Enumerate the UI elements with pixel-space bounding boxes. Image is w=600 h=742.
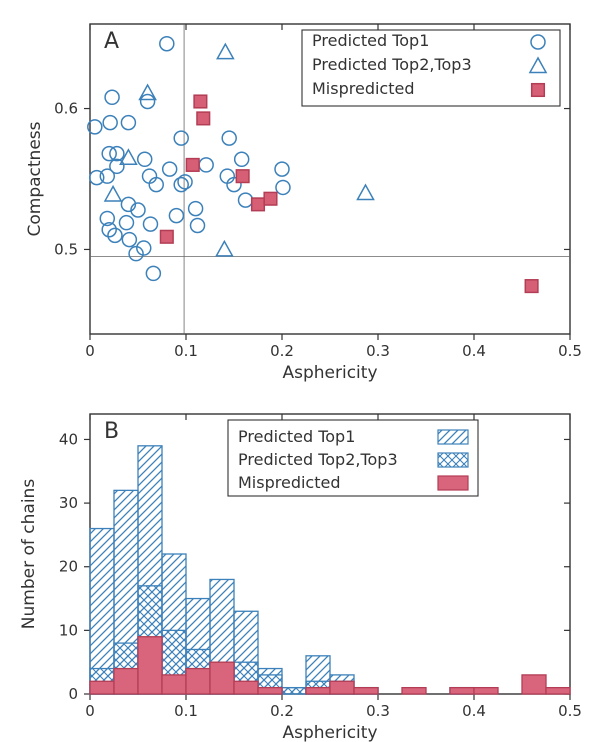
ytick-label: 0 bbox=[68, 685, 78, 703]
xtick-label: 0.5 bbox=[558, 702, 582, 720]
ytick-label: 30 bbox=[59, 494, 78, 512]
xtick-label: 0.4 bbox=[462, 702, 486, 720]
figure-container: 0 0.1 0.2 0.3 0.4 0.5 0.5 0.6 Asphericity Compact… bbox=[0, 0, 600, 742]
legend-label: Predicted Top2,Top3 bbox=[312, 55, 472, 74]
panel-b: 0 0.1 0.2 0.3 0.4 0.5 0 10 20 30 40 Asphericity Numb… bbox=[19, 414, 582, 742]
xtick-label: 0.3 bbox=[366, 342, 390, 360]
legend-label: Mispredicted bbox=[238, 473, 340, 492]
xtick-label: 0.4 bbox=[462, 342, 486, 360]
xtick-label: 0 bbox=[85, 342, 95, 360]
xtick-label: 0.5 bbox=[558, 342, 582, 360]
xlabel-a: Asphericity bbox=[282, 363, 377, 383]
xtick-label: 0 bbox=[85, 702, 95, 720]
ylabel-a: Compactness bbox=[25, 121, 45, 236]
figure-svg: 0 0.1 0.2 0.3 0.4 0.5 0.5 0.6 Asphericity Compact… bbox=[0, 0, 600, 742]
ytick-label: 20 bbox=[59, 558, 78, 576]
xtick-label: 0.3 bbox=[366, 702, 390, 720]
legend-label: Predicted Top2,Top3 bbox=[238, 450, 398, 469]
xtick-label: 0.1 bbox=[174, 342, 198, 360]
ytick-label: 0.5 bbox=[54, 240, 78, 258]
ytick-label: 10 bbox=[59, 621, 78, 639]
legend-label: Predicted Top1 bbox=[238, 427, 355, 446]
legend-label: Predicted Top1 bbox=[312, 31, 429, 50]
ylabel-b: Number of chains bbox=[19, 479, 39, 630]
xtick-label: 0.2 bbox=[270, 342, 294, 360]
xtick-label: 0.2 bbox=[270, 702, 294, 720]
panel-a-label: A bbox=[104, 29, 119, 54]
ytick-label: 40 bbox=[59, 430, 78, 448]
ytick-label: 0.6 bbox=[54, 100, 78, 118]
legend-label: Mispredicted bbox=[312, 79, 414, 98]
xtick-label: 0.1 bbox=[174, 702, 198, 720]
panel-b-label: B bbox=[104, 419, 119, 444]
xlabel-b: Asphericity bbox=[282, 723, 377, 742]
panel-a: 0 0.1 0.2 0.3 0.4 0.5 0.5 0.6 Asphericity Compact… bbox=[25, 24, 582, 383]
